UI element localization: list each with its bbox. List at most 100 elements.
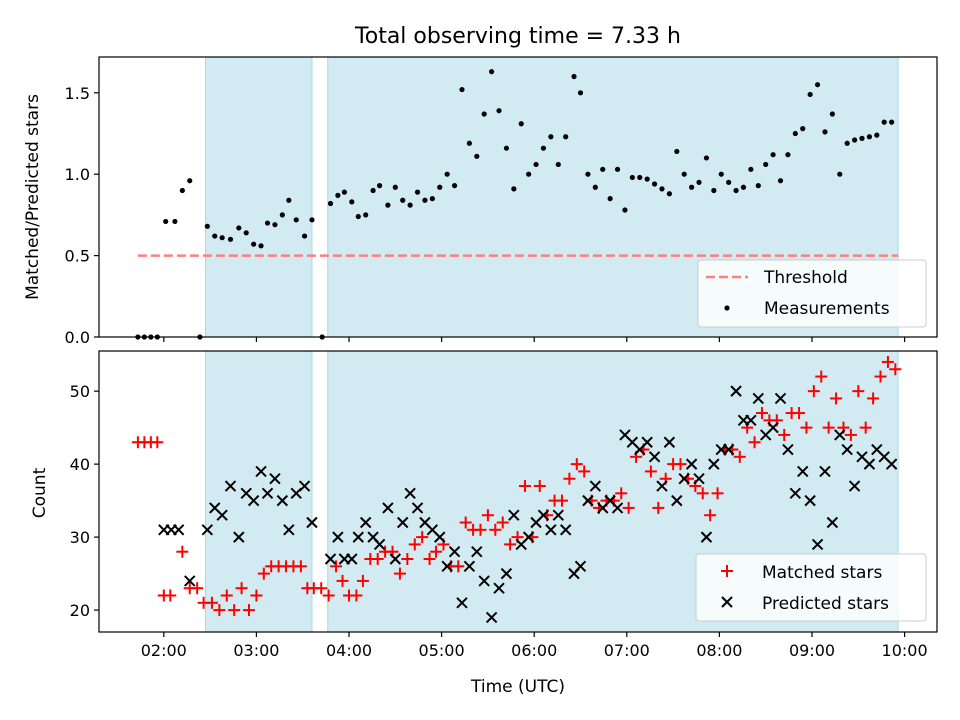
measurement-point <box>637 174 643 181</box>
predicted-star-point <box>411 502 424 514</box>
top-y-axis-ticks: 0.0 0.5 1.0 1.5 <box>65 84 99 347</box>
predicted-star-point <box>332 531 344 543</box>
measurement-point <box>585 171 591 177</box>
matched-star-point <box>652 501 665 514</box>
matched-star-point <box>800 421 813 434</box>
matched-star-point <box>822 421 835 434</box>
measurement-point <box>689 184 695 190</box>
predicted-star-point <box>834 429 846 441</box>
top-plot-frame <box>98 56 938 338</box>
predicted-star-point <box>434 531 446 543</box>
matched-star-point <box>322 589 335 602</box>
measurement-point <box>363 212 369 218</box>
matched-star-point <box>220 589 233 602</box>
matched-star-point <box>235 582 248 595</box>
measurement-point <box>800 126 806 132</box>
bottom-plot-frame <box>98 350 938 633</box>
predicted-star-point <box>730 385 742 397</box>
predicted-star-point <box>885 458 898 470</box>
predicted-star-point <box>522 531 535 543</box>
measurement-point <box>555 161 561 168</box>
measurement-point <box>407 202 413 208</box>
measurement-point <box>309 217 315 223</box>
measurement-point <box>674 148 680 155</box>
bottom-y-axis-ticks: 20 30 40 50 <box>70 382 99 620</box>
matched-star-point <box>401 553 414 566</box>
measurement-point <box>279 212 285 218</box>
measurement-point <box>376 183 383 189</box>
measurement-point <box>577 90 584 96</box>
measurement-point <box>335 192 341 198</box>
predicted-star-point <box>352 531 364 543</box>
measurement-point <box>607 196 613 202</box>
matched-star-point <box>164 589 177 602</box>
predicted-star-point <box>324 553 337 565</box>
measurement-point <box>400 197 406 203</box>
measurement-point <box>227 236 234 242</box>
predicted-star-point <box>582 494 594 507</box>
matched-star-point <box>243 604 256 617</box>
measurement-point <box>881 119 887 125</box>
measurement-point <box>466 140 472 146</box>
matched-star-point <box>830 392 843 405</box>
measurement-point <box>370 187 376 194</box>
predicted-star-point <box>678 473 690 485</box>
predicted-star-point <box>441 560 453 573</box>
measurement-point <box>341 189 347 195</box>
predicted-star-point <box>224 480 237 492</box>
matched-star-point <box>176 545 189 558</box>
matched-star-point <box>474 523 487 536</box>
predicted-star-point <box>485 611 498 624</box>
measurement-point <box>785 152 791 158</box>
x-tick-label: 02:00 <box>141 641 187 660</box>
measurement-point <box>748 166 754 172</box>
measurement-point <box>327 200 334 207</box>
y-tick-label: 0.0 <box>65 328 90 347</box>
threshold-legend-label: Threshold <box>763 268 848 288</box>
matched-star-point <box>356 574 369 587</box>
top-y-axis-label: Matched/Predicted stars <box>23 94 43 300</box>
matched-star-point <box>416 531 429 544</box>
measurement-point <box>236 225 242 231</box>
measurement-point <box>385 202 391 208</box>
matched-star-point <box>874 370 887 383</box>
measurement-point <box>770 152 776 158</box>
predicted-star-point <box>298 480 311 492</box>
predicted-star-point <box>283 524 295 536</box>
matched-star-point <box>430 545 443 558</box>
predicted-star-point <box>201 524 214 536</box>
x-tick-label: 07:00 <box>604 641 650 660</box>
measurement-point <box>733 187 739 194</box>
bottom-y-axis-label: Count <box>30 467 50 518</box>
matched-star-point <box>452 560 465 573</box>
y-tick-label: 30 <box>70 528 90 547</box>
predicted-star-point <box>269 473 281 485</box>
predicted-star-point <box>789 487 802 500</box>
y-tick-label: 40 <box>70 455 90 474</box>
matched-star-point <box>151 436 164 449</box>
count-points <box>131 355 902 624</box>
matched-star-point <box>755 407 768 420</box>
predicted-star-point <box>611 502 624 514</box>
x-axis-label: Time (UTC) <box>470 677 565 697</box>
measurement-point <box>563 134 569 140</box>
matched-star-point <box>555 494 568 507</box>
measurement-point <box>740 184 747 190</box>
measurement-point <box>187 178 193 184</box>
predicted-star-point <box>552 509 564 521</box>
matched-star-point <box>533 480 546 493</box>
matched-star-point <box>859 421 872 434</box>
predicted-star-point <box>663 436 676 448</box>
measurement-point <box>600 166 606 172</box>
matched-star-point <box>191 582 204 595</box>
measurement-point <box>489 69 495 75</box>
matched-star-point <box>793 407 806 420</box>
predicted-star-point <box>641 436 653 448</box>
predicted-star-point <box>574 560 587 573</box>
measurement-point <box>859 135 865 141</box>
matched-star-point <box>371 553 384 566</box>
matched-star-point <box>336 574 349 587</box>
matched-star-point <box>330 560 343 573</box>
matched-star-point <box>504 538 517 551</box>
